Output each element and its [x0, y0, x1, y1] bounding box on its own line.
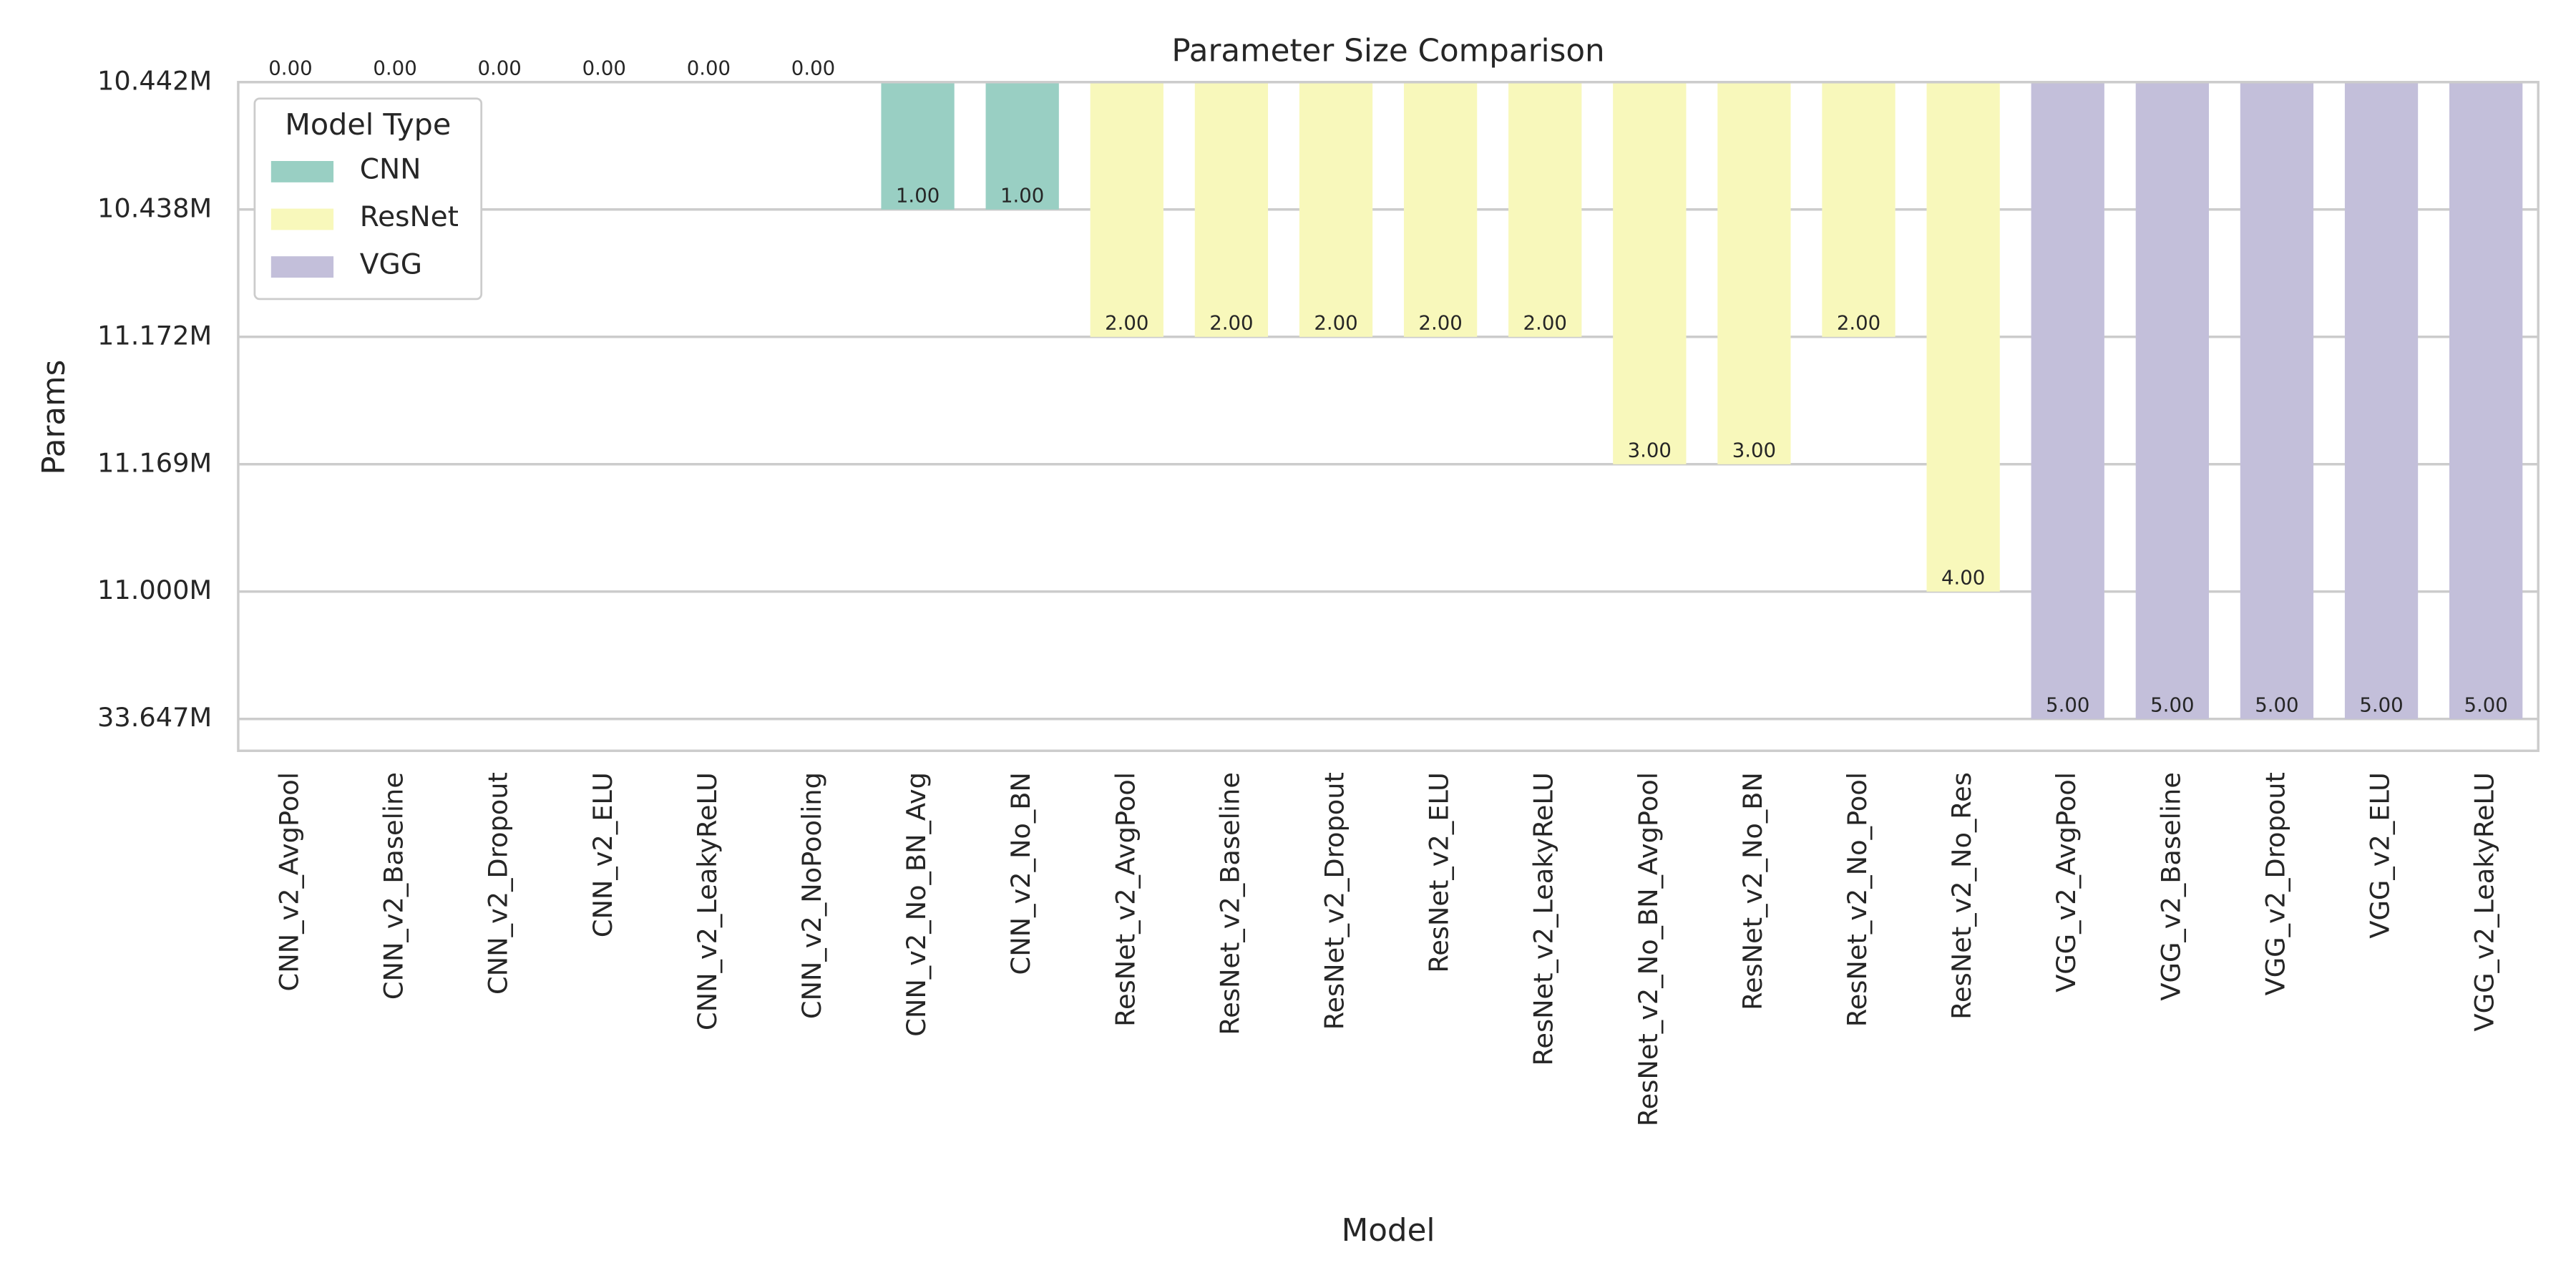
bar	[1090, 82, 1163, 337]
y-tick-label: 33.647M	[97, 702, 212, 733]
value-label: 3.00	[1628, 439, 1672, 462]
value-label: 0.00	[268, 57, 312, 79]
y-tick-label: 10.442M	[97, 65, 212, 96]
x-tick-label: ResNet_v2_No_Pool	[1842, 772, 1873, 1027]
x-tick-label: VGG_v2_LeakyReLU	[2469, 772, 2500, 1031]
bar	[1508, 82, 1582, 337]
value-label: 0.00	[477, 57, 521, 79]
legend-title: Model Type	[285, 107, 451, 142]
bar	[1403, 82, 1478, 337]
legend-label: CNN	[360, 153, 421, 185]
x-tick-label: VGG_v2_Dropout	[2260, 772, 2290, 995]
x-tick-label: VGG_v2_AvgPool	[2051, 772, 2082, 992]
x-tick-label: CNN_v2_Baseline	[379, 772, 409, 1000]
x-tick-label: CNN_v2_AvgPool	[273, 772, 304, 991]
legend-label: ResNet	[360, 201, 459, 233]
bar	[881, 82, 955, 210]
value-label: 0.00	[582, 57, 626, 79]
value-label: 0.00	[373, 57, 416, 79]
value-label: 2.00	[1523, 311, 1567, 334]
value-label: 1.00	[1000, 184, 1044, 207]
value-label: 3.00	[1732, 439, 1776, 462]
x-tick-label: ResNet_v2_No_Res	[1946, 772, 1977, 1020]
y-tick-label: 11.000M	[97, 575, 212, 605]
x-tick-label: CNN_v2_LeakyReLU	[692, 772, 723, 1030]
legend: Model Type CNN ResNet VGG	[253, 97, 483, 301]
bar	[2135, 82, 2209, 719]
value-label: 1.00	[896, 184, 940, 207]
chart-title: Parameter Size Comparison	[1171, 33, 1604, 69]
value-label: 5.00	[2464, 693, 2507, 716]
x-tick-label: CNN_v2_Dropout	[483, 772, 514, 995]
bar	[2344, 82, 2419, 719]
y-tick-label: 11.169M	[97, 447, 212, 478]
x-tick-label: ResNet_v2_No_BN_AvgPool	[1633, 772, 1664, 1126]
legend-label: VGG	[360, 248, 422, 280]
value-label: 5.00	[2359, 693, 2403, 716]
plot-frame	[237, 81, 2540, 752]
bar	[1613, 82, 1687, 464]
value-label: 4.00	[1941, 566, 1985, 589]
x-tick-label: CNN_v2_NoPooling	[796, 772, 827, 1019]
x-tick-label: VGG_v2_ELU	[2365, 772, 2396, 939]
x-tick-label: VGG_v2_Baseline	[2155, 772, 2186, 1001]
bar	[2031, 82, 2104, 719]
bar	[1822, 82, 1896, 337]
x-tick-label: CNN_v2_No_BN	[1005, 772, 1036, 975]
legend-swatch	[270, 256, 334, 278]
bar	[2449, 82, 2523, 719]
bar	[2240, 82, 2314, 719]
bar	[1194, 82, 1269, 337]
value-label: 2.00	[1837, 311, 1880, 334]
x-tick-label: ResNet_v2_Baseline	[1214, 772, 1245, 1035]
value-label: 2.00	[1314, 311, 1357, 334]
value-label: 5.00	[2046, 693, 2089, 716]
x-tick-label: ResNet_v2_LeakyReLU	[1528, 772, 1559, 1065]
value-label: 2.00	[1105, 311, 1148, 334]
bar	[1717, 82, 1791, 464]
y-tick-label: 11.172M	[97, 320, 212, 351]
value-label: 0.00	[687, 57, 731, 79]
bar	[985, 82, 1059, 210]
bars	[881, 82, 2523, 719]
legend-swatch	[270, 161, 334, 182]
x-axis-label: Model	[1342, 1213, 1435, 1249]
bar	[1299, 82, 1373, 337]
legend-swatch	[270, 208, 334, 230]
value-label: 5.00	[2255, 693, 2298, 716]
x-tick-label: ResNet_v2_AvgPool	[1110, 772, 1141, 1027]
value-label: 5.00	[2150, 693, 2194, 716]
x-tick-label: ResNet_v2_Dropout	[1319, 772, 1350, 1030]
value-label: 2.00	[1418, 311, 1462, 334]
x-tick-label: ResNet_v2_No_BN	[1737, 772, 1768, 1010]
x-tick-label: CNN_v2_No_BN_Avg	[901, 772, 932, 1037]
value-label: 0.00	[791, 57, 835, 79]
x-tick-label: CNN_v2_ELU	[587, 772, 618, 937]
y-axis-label: Params	[36, 360, 72, 475]
bar	[1926, 82, 2000, 592]
legend-box	[253, 97, 483, 301]
value-label: 2.00	[1209, 311, 1253, 334]
x-tick-label: ResNet_v2_ELU	[1424, 772, 1455, 973]
y-tick-label: 10.438M	[97, 192, 212, 223]
